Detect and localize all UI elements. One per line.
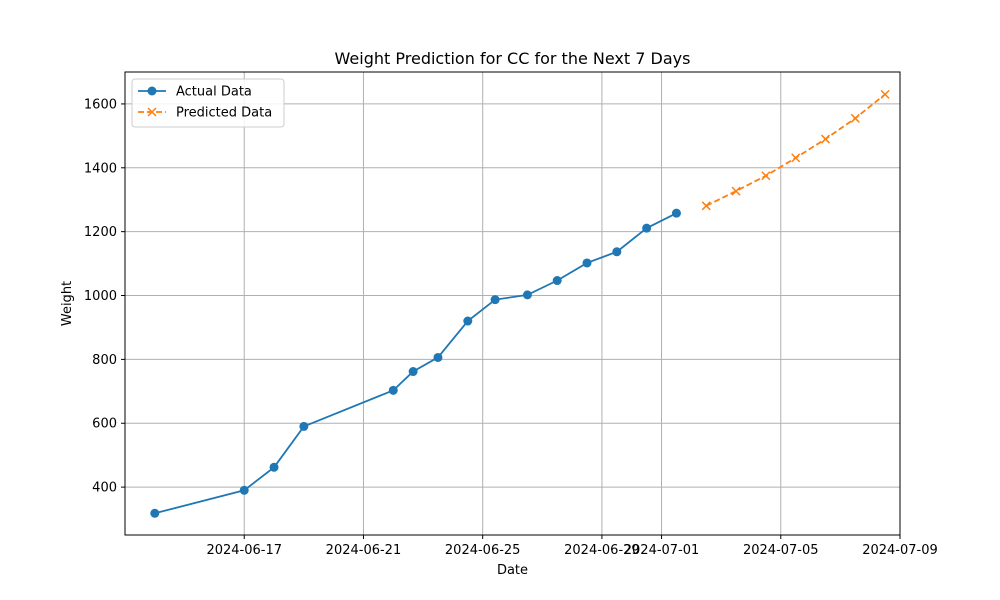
legend: Actual Data Predicted Data: [131, 78, 285, 128]
legend-swatch-marker: [147, 107, 157, 117]
y-tick-label: 1200: [84, 225, 117, 240]
grid-lines: [125, 72, 901, 535]
x-tick-label: 2024-06-21: [326, 543, 402, 558]
x-axis-label: Date: [497, 563, 528, 578]
x-axis-ticks: 2024-06-17 2024-06-21 2024-06-25 2024-06-29…: [206, 535, 938, 558]
data-point: [880, 89, 890, 99]
y-tick-label: 1600: [84, 97, 117, 112]
data-point: [269, 462, 279, 472]
legend-label: Predicted Data: [176, 106, 272, 121]
data-point: [239, 485, 249, 495]
data-point: [850, 113, 860, 123]
series-actual-data: [150, 208, 681, 518]
y-tick-label: 600: [92, 417, 117, 432]
data-point: [299, 421, 309, 431]
x-tick-label: 2024-07-01: [624, 543, 700, 558]
data-point: [791, 153, 801, 163]
x-tick-label: 2024-07-09: [862, 543, 938, 558]
x-tick-label: 2024-06-25: [445, 543, 521, 558]
legend-box: [131, 78, 285, 128]
data-point: [642, 223, 652, 233]
y-axis-ticks: 400 600 800 1000 1200 1400 1600: [84, 97, 125, 496]
data-point: [731, 186, 741, 196]
x-tick-label: 2024-07-05: [743, 543, 819, 558]
data-point: [701, 201, 711, 211]
data-point: [463, 316, 473, 326]
y-axis-label: Weight: [60, 281, 75, 326]
x-tick-label: 2024-06-29: [564, 543, 640, 558]
y-tick-label: 400: [92, 481, 117, 496]
data-point: [612, 247, 622, 257]
legend-swatch-marker: [147, 86, 157, 96]
x-tick-label: 2024-06-17: [206, 543, 282, 558]
y-tick-label: 1000: [84, 289, 117, 304]
data-point: [388, 385, 398, 395]
data-point: [490, 295, 500, 305]
series-layer: [150, 89, 890, 518]
data-point: [820, 134, 831, 144]
data-point: [582, 258, 592, 268]
chart-title: Weight Prediction for CC for the Next 7 …: [335, 49, 691, 68]
y-tick-label: 800: [92, 353, 117, 368]
legend-label: Actual Data: [176, 85, 252, 100]
data-point: [150, 508, 160, 518]
series-predicted-data: [701, 89, 890, 211]
data-point: [761, 171, 771, 181]
data-point: [552, 276, 562, 286]
data-point: [671, 208, 681, 218]
data-point: [433, 352, 443, 362]
data-point: [522, 290, 532, 300]
data-point: [408, 367, 418, 377]
plot-frame: [124, 71, 901, 536]
y-tick-label: 1400: [84, 161, 117, 176]
